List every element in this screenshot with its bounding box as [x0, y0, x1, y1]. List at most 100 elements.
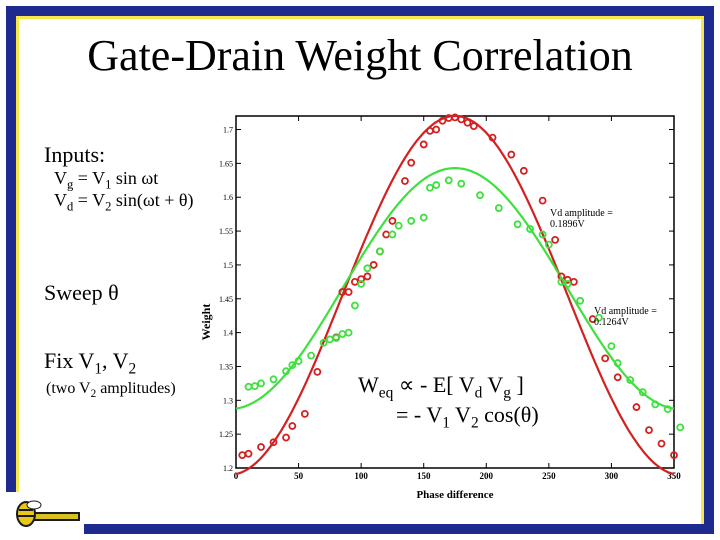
vg-equation: Vg = V1 sin ωt: [54, 168, 159, 192]
data-point-series-1: [282, 367, 290, 376]
data-point-series-1: [444, 176, 453, 185]
data-points: [238, 113, 685, 460]
data-point-series-1: [513, 220, 522, 229]
data-point-series-0: [313, 367, 322, 376]
data-point-series-0: [369, 261, 378, 269]
x-tick-label: 50: [294, 471, 304, 481]
data-point-series-1: [288, 361, 297, 370]
fix-label: Fix V1, V2: [44, 348, 137, 378]
data-point-series-1: [526, 225, 534, 233]
data-point-series-1: [457, 179, 466, 188]
data-point-series-1: [257, 379, 265, 388]
data-point-series-0: [657, 439, 666, 448]
data-point-series-0: [282, 433, 290, 442]
data-point-series-0: [238, 451, 247, 460]
y-tick-label: 1.45: [219, 295, 233, 304]
data-point-series-1: [344, 328, 353, 337]
data-point-series-1: [294, 357, 303, 365]
y-axis-label: Weight: [199, 304, 213, 341]
data-point-series-1: [376, 247, 384, 256]
data-point-series-0: [382, 230, 391, 239]
data-point-series-0: [613, 373, 622, 382]
data-point-series-0: [519, 166, 528, 175]
fit-curve-series-0: [235, 114, 675, 476]
frame-yellow-left: [16, 16, 19, 492]
data-point-series-0: [463, 118, 472, 127]
data-point-series-1: [319, 338, 328, 347]
data-point-series-1: [338, 330, 347, 338]
y-tick-label: 1.7: [223, 126, 233, 135]
x-tick-label: 150: [417, 471, 431, 481]
data-point-series-0: [457, 115, 466, 124]
data-point-series-0: [300, 409, 309, 418]
y-tick-label: 1.35: [219, 362, 233, 371]
data-point-series-1: [676, 423, 685, 432]
y-tick-label: 1.5: [223, 261, 233, 270]
y-tick-label: 1.6: [223, 193, 233, 202]
data-point-series-1: [250, 382, 259, 390]
data-point-series-0: [632, 403, 641, 411]
data-point-series-1: [325, 335, 334, 344]
data-point-series-0: [388, 217, 397, 225]
frame-top-bar: [6, 6, 714, 16]
y-tick-label: 1.65: [219, 159, 233, 168]
data-point-series-1: [244, 382, 253, 391]
data-point-series-0: [569, 277, 578, 286]
data-point-series-1: [350, 301, 359, 310]
data-point-series-0: [670, 451, 678, 460]
data-point-series-1: [607, 342, 616, 351]
data-point-series-1: [388, 230, 397, 239]
y-tick-label: 1.2: [223, 464, 233, 473]
data-point-series-1: [595, 313, 603, 322]
data-point-series-1: [476, 191, 484, 200]
data-point-series-1: [432, 181, 441, 189]
data-point-series-1: [269, 375, 278, 384]
fit-curve-series-1: [235, 167, 675, 410]
data-point-series-1: [544, 240, 553, 249]
data-point-series-1: [613, 359, 622, 367]
slide-title: Gate-Drain Weight Correlation: [87, 31, 633, 80]
data-point-series-0: [257, 443, 265, 451]
y-tick-label: 1.3: [223, 396, 233, 405]
data-point-series-1: [651, 400, 660, 409]
data-point-series-1: [494, 204, 503, 212]
vd-equation: Vd = V2 sin(ωt + θ): [54, 190, 194, 214]
y-tick-label: 1.4: [223, 329, 233, 338]
y-tick-label: 1.55: [219, 227, 233, 236]
data-point-series-0: [288, 422, 297, 430]
data-point-series-0: [601, 354, 610, 363]
x-tick-label: 300: [605, 471, 619, 481]
frame-right-bar: [704, 6, 714, 534]
frame-left-bar: [6, 6, 16, 492]
data-point-series-0: [407, 158, 416, 167]
frame-yellow-top: [16, 16, 704, 19]
data-point-series-1: [332, 334, 341, 342]
sweep-label: Sweep θ: [44, 280, 119, 305]
data-point-series-0: [469, 122, 478, 131]
data-point-series-1: [576, 296, 585, 305]
data-point-series-0: [645, 426, 653, 434]
data-point-series-0: [426, 126, 434, 135]
x-tick-label: 0: [234, 471, 239, 481]
two-amplitudes-label: (two V2 amplitudes): [46, 380, 176, 401]
amplitude-label-high: Vd amplitude = 0.1896V: [550, 208, 613, 230]
weq-formula-line1: Weq ∝ - E[ Vd Vg ]: [358, 372, 524, 402]
data-point-series-0: [401, 177, 409, 185]
data-point-series-0: [438, 116, 447, 125]
yellow-jacket-logo: [16, 500, 80, 527]
y-tick-label: 1.25: [219, 430, 233, 439]
data-point-series-0: [538, 196, 547, 205]
data-point-series-0: [338, 288, 347, 296]
data-point-series-0: [269, 438, 278, 447]
data-point-series-0: [419, 140, 428, 149]
data-point-series-1: [307, 351, 315, 360]
x-tick-label: 250: [542, 471, 556, 481]
data-point-series-1: [663, 405, 672, 414]
fit-curves: [235, 114, 675, 476]
data-point-series-0: [244, 449, 253, 458]
chart-axes: 0 50 100 150 200 250 300 350 1.2 1.25 1.3 1.35 1.4 1.…: [199, 115, 681, 501]
data-point-series-0: [432, 125, 441, 134]
inputs-label: Inputs:: [44, 142, 106, 167]
